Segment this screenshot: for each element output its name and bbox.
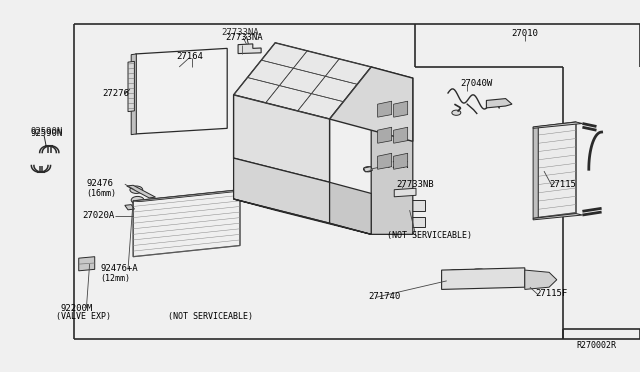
Polygon shape [533, 127, 538, 218]
Text: 27115F: 27115F [535, 289, 567, 298]
Circle shape [364, 167, 372, 172]
Text: (16mm): (16mm) [86, 189, 116, 198]
Text: 27276: 27276 [102, 89, 129, 98]
Polygon shape [394, 153, 408, 169]
Polygon shape [127, 185, 156, 198]
Text: (VALVE EXP): (VALVE EXP) [56, 312, 111, 321]
Circle shape [449, 274, 462, 282]
Polygon shape [486, 99, 512, 108]
Polygon shape [394, 127, 408, 143]
Polygon shape [394, 188, 416, 197]
Circle shape [489, 269, 515, 284]
Polygon shape [131, 54, 136, 135]
Circle shape [465, 269, 493, 285]
Polygon shape [533, 122, 582, 128]
Polygon shape [378, 101, 392, 117]
Text: (NOT SERVICEABLE): (NOT SERVICEABLE) [387, 231, 472, 240]
Polygon shape [234, 199, 371, 234]
Polygon shape [79, 257, 95, 271]
Text: 27020A: 27020A [82, 211, 114, 220]
Circle shape [130, 186, 143, 193]
Text: 27733NB: 27733NB [397, 180, 435, 189]
Circle shape [472, 273, 485, 281]
Circle shape [496, 273, 508, 280]
Text: 27164: 27164 [176, 52, 203, 61]
Polygon shape [364, 167, 372, 172]
Text: 27010: 27010 [511, 29, 538, 38]
Polygon shape [133, 190, 246, 202]
Bar [394, 200, 425, 211]
Polygon shape [234, 43, 371, 119]
Bar [394, 217, 425, 227]
Circle shape [452, 110, 461, 115]
Text: 27726X: 27726X [376, 161, 408, 170]
Polygon shape [234, 95, 330, 182]
Polygon shape [525, 270, 557, 289]
Polygon shape [128, 61, 134, 112]
Text: 92590N: 92590N [31, 129, 63, 138]
Polygon shape [238, 44, 261, 54]
Text: 27733NA: 27733NA [226, 33, 263, 42]
Text: 92590N: 92590N [31, 127, 63, 136]
Polygon shape [136, 48, 227, 134]
Polygon shape [234, 158, 330, 223]
Polygon shape [378, 153, 392, 169]
Text: (12mm): (12mm) [100, 274, 131, 283]
Polygon shape [538, 122, 576, 218]
Text: R270002R: R270002R [576, 341, 616, 350]
Polygon shape [442, 268, 525, 289]
Polygon shape [133, 190, 240, 257]
Text: 92200M: 92200M [61, 304, 93, 312]
Text: 27115: 27115 [549, 180, 576, 189]
Text: 27733NA: 27733NA [221, 28, 259, 37]
Circle shape [442, 270, 470, 286]
Text: 92476: 92476 [86, 179, 113, 187]
Polygon shape [371, 67, 413, 234]
Circle shape [131, 196, 144, 204]
Polygon shape [330, 182, 371, 234]
Polygon shape [378, 127, 392, 143]
Polygon shape [125, 205, 134, 210]
Text: 271740: 271740 [368, 292, 400, 301]
Polygon shape [533, 214, 582, 220]
Polygon shape [394, 101, 408, 117]
Text: (NOT SERVICEABLE): (NOT SERVICEABLE) [168, 312, 253, 321]
Polygon shape [330, 67, 413, 141]
Text: 92476+A: 92476+A [100, 264, 138, 273]
Text: 27040W: 27040W [461, 79, 493, 88]
